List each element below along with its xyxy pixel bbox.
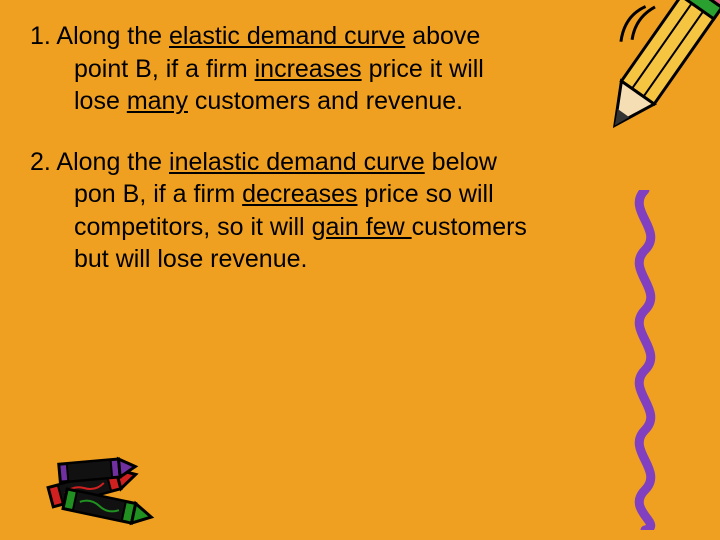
paragraph-1: 1. Along the elastic demand curve above … [30, 20, 660, 118]
crayons-icon [30, 432, 180, 532]
para2-number: 2. [30, 148, 51, 176]
para1-l1u: elastic demand curve [169, 22, 405, 50]
para1-l2a: point B, if a firm [74, 55, 255, 83]
para2-l3b: customers [412, 213, 527, 241]
para1-l1b: above [405, 22, 480, 50]
para2-l2u: decreases [242, 180, 357, 208]
para1-l2b: price it will [362, 55, 484, 83]
para1-l3b: customers and revenue. [188, 87, 463, 115]
slide: 1. Along the elastic demand curve above … [0, 0, 720, 540]
para1-l3u: many [127, 87, 188, 115]
squiggle-icon [620, 190, 670, 530]
para1-l2u: increases [255, 55, 362, 83]
para2-l3u: gain few [312, 213, 412, 241]
para2-l1b: below [425, 148, 497, 176]
para2-l1u: inelastic demand curve [169, 148, 425, 176]
para2-l4a: but will lose revenue. [74, 245, 307, 273]
para2-l3a: competitors, so it will [74, 213, 312, 241]
para1-l1a: Along the [51, 22, 169, 50]
pencil-icon [580, 0, 720, 148]
para1-l3a: lose [74, 87, 127, 115]
para2-l1a: Along the [51, 148, 169, 176]
para2-l2a: pon B, if a firm [74, 180, 242, 208]
para1-number: 1. [30, 22, 51, 50]
para2-l2b: price so will [357, 180, 493, 208]
paragraph-2: 2. Along the inelastic demand curve belo… [30, 146, 660, 276]
